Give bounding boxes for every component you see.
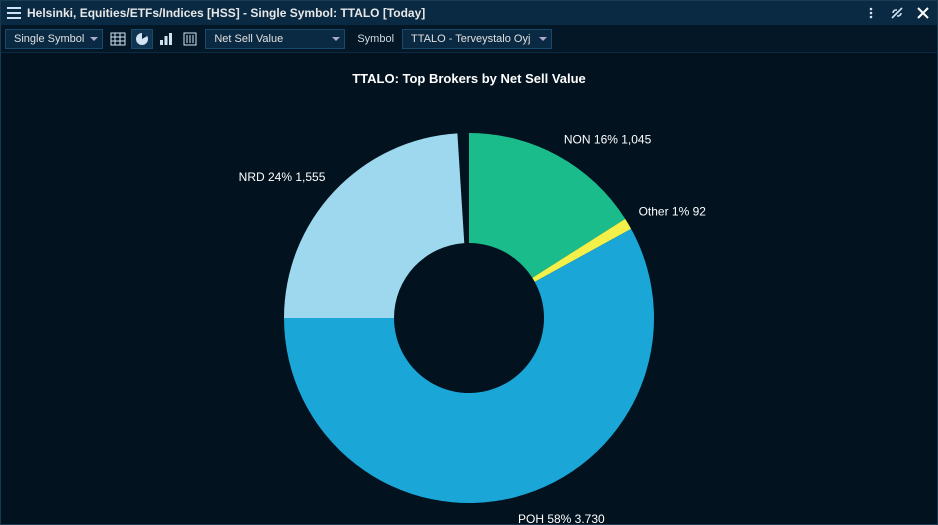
titlebar: Helsinki, Equities/ETFs/Indices [HSS] - … — [1, 1, 937, 25]
hamburger-icon[interactable] — [7, 6, 21, 20]
unlink-icon[interactable] — [889, 5, 905, 21]
symbol-value: TTALO - Terveystalo Oyj — [411, 33, 533, 45]
chevron-down-icon — [539, 37, 547, 41]
metric-label: Net Sell Value — [214, 33, 326, 45]
candle-view-icon[interactable] — [179, 29, 201, 49]
toolbar: Single Symbol Net Sell Value Symbol TTAL… — [1, 25, 937, 53]
close-icon[interactable] — [915, 5, 931, 21]
bar-view-icon[interactable] — [155, 29, 177, 49]
chart-title: TTALO: Top Brokers by Net Sell Value — [1, 71, 937, 86]
slice-label: POH 58% 3,730 — [518, 512, 605, 523]
chevron-down-icon — [332, 37, 340, 41]
table-view-icon[interactable] — [107, 29, 129, 49]
donut-slice[interactable] — [284, 133, 464, 318]
kebab-icon[interactable] — [863, 5, 879, 21]
donut-chart: NON 16% 1,045 Other 1% 92 POH 58% 3,730 NRD… — [94, 103, 844, 523]
symbol-dropdown[interactable]: TTALO - Terveystalo Oyj — [402, 29, 552, 49]
metric-dropdown[interactable]: Net Sell Value — [205, 29, 345, 49]
chart-area: TTALO: Top Brokers by Net Sell Value NON… — [1, 53, 937, 524]
slice-label: Other 1% 92 — [639, 205, 707, 219]
window-title: Helsinki, Equities/ETFs/Indices [HSS] - … — [27, 6, 863, 20]
chevron-down-icon — [90, 37, 98, 41]
mode-label: Single Symbol — [14, 33, 84, 45]
slice-label: NRD 24% 1,555 — [239, 170, 326, 184]
slice-label: NON 16% 1,045 — [564, 132, 652, 146]
mode-dropdown[interactable]: Single Symbol — [5, 29, 103, 49]
pie-view-icon[interactable] — [131, 29, 153, 49]
symbol-caption: Symbol — [349, 33, 398, 45]
